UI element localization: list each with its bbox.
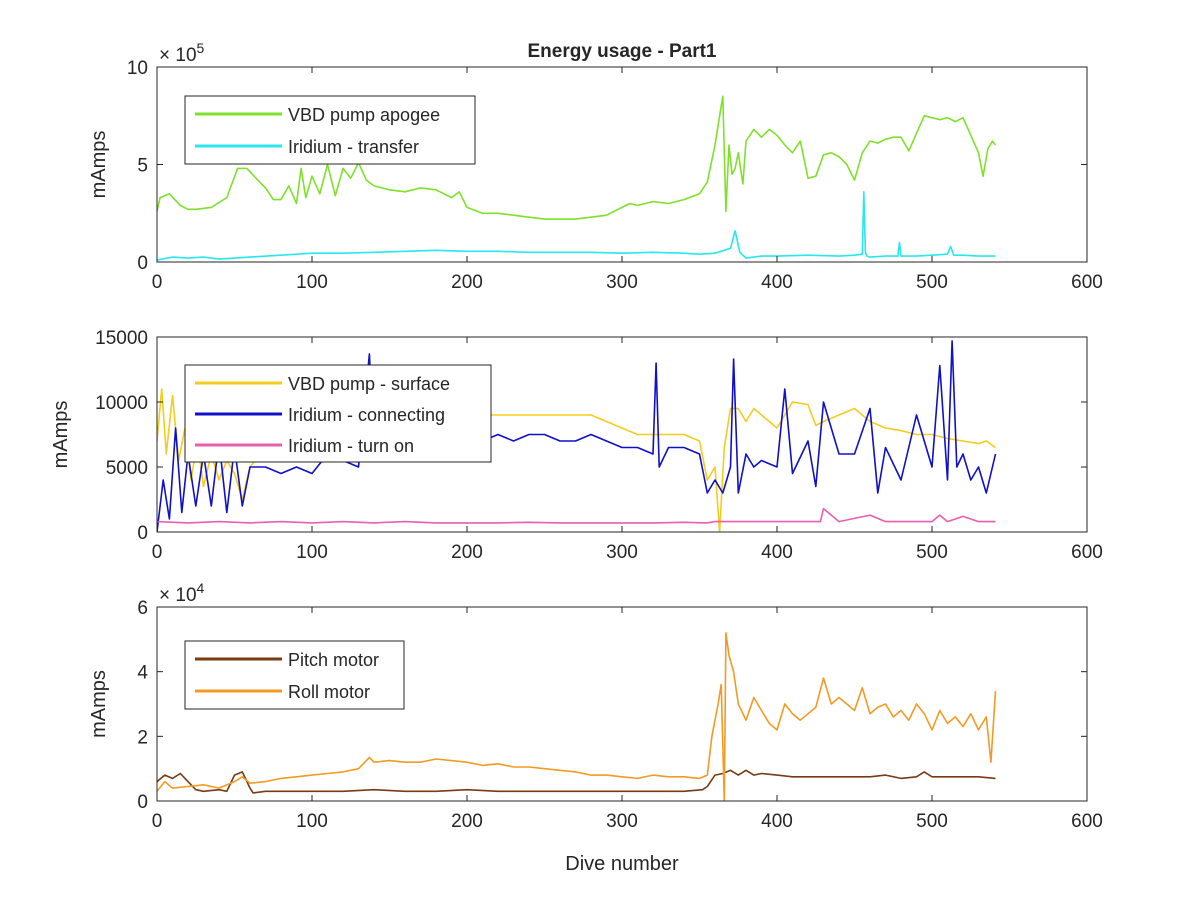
series-line-iridium-connecting xyxy=(157,340,997,532)
x-tick-label: 100 xyxy=(296,811,328,832)
legend-box xyxy=(184,640,405,710)
legend-entry: VBD pump - surface xyxy=(288,374,450,394)
subplot-2: 0 100 200 300 400 500 600 0 5000 10000 15000 mAmps V… xyxy=(50,328,1103,563)
series-line-pitch-motor xyxy=(157,769,996,794)
y-tick-label: 15000 xyxy=(95,328,148,349)
x-tick-label: 200 xyxy=(451,542,483,563)
legend-entry: Iridium - connecting xyxy=(288,405,445,425)
x-tick-label: 0 xyxy=(152,542,163,563)
x-tick-label: 400 xyxy=(761,272,793,293)
y-tick-label: 5000 xyxy=(106,458,148,479)
series-line-vbd-pump-surface xyxy=(157,388,996,532)
legend-entry: Iridium - turn on xyxy=(288,436,414,456)
y-tick-label: 5 xyxy=(137,156,148,177)
y-tick-label: 4 xyxy=(137,663,148,684)
x-tick-label: 0 xyxy=(152,811,163,832)
y-tick-label: 0 xyxy=(137,792,148,813)
series-line-iridium-turn-on xyxy=(157,507,996,524)
x-tick-label: 500 xyxy=(916,272,948,293)
legend-entry: Pitch motor xyxy=(288,650,379,670)
figure-title: Energy usage - Part1 xyxy=(527,41,716,62)
x-tick-label: 300 xyxy=(606,272,638,293)
y-tick-label: 6 xyxy=(137,598,148,619)
x-tick-label: 500 xyxy=(916,811,948,832)
series-lines xyxy=(157,632,997,801)
x-tick-label: 300 xyxy=(606,542,638,563)
x-tick-label: 0 xyxy=(152,272,163,293)
x-tick-label: 500 xyxy=(916,542,948,563)
x-tick-label: 600 xyxy=(1071,811,1103,832)
legend: VBD pump - surface Iridium - connecting Ir… xyxy=(184,364,492,463)
x-tick-label: 600 xyxy=(1071,272,1103,293)
y-tick-label: 0 xyxy=(137,523,148,544)
legend: VBD pump apogee Iridium - transfer xyxy=(184,95,476,165)
y-tick-label: 10000 xyxy=(95,393,148,414)
y-exponent-label: × 105 xyxy=(159,40,205,66)
legend-entry: VBD pump apogee xyxy=(288,105,440,125)
x-tick-label: 100 xyxy=(296,542,328,563)
series-lines xyxy=(157,95,997,261)
x-tick-label: 100 xyxy=(296,272,328,293)
y-axis-label: mAmps xyxy=(88,670,110,738)
x-tick-label: 400 xyxy=(761,542,793,563)
x-tick-label: 200 xyxy=(451,272,483,293)
legend-box xyxy=(184,95,476,165)
legend: Pitch motor Roll motor xyxy=(184,640,405,710)
series-line-vbd-pump-apogee xyxy=(157,95,997,220)
series-line-roll-motor xyxy=(157,632,997,801)
x-tick-label: 200 xyxy=(451,811,483,832)
subplot-1: 0 100 200 300 400 500 600 0 5 10 × 105 mAmps VBD pum… xyxy=(88,40,1103,293)
x-axis-label: Dive number xyxy=(565,853,679,875)
y-axis-label: mAmps xyxy=(50,401,72,469)
subplot-3: 0 100 200 300 400 500 600 0 2 4 6 × 104 mAmps Dive nu… xyxy=(88,580,1103,875)
y-tick-label: 10 xyxy=(127,58,148,79)
legend-entry: Roll motor xyxy=(288,682,370,702)
x-tick-label: 600 xyxy=(1071,542,1103,563)
y-tick-label: 2 xyxy=(137,727,148,748)
y-axis-label: mAmps xyxy=(88,131,110,199)
series-line-iridium-transfer xyxy=(157,191,996,261)
series-lines xyxy=(157,340,997,532)
y-exponent-label: × 104 xyxy=(159,580,205,606)
x-tick-label: 300 xyxy=(606,811,638,832)
x-tick-label: 400 xyxy=(761,811,793,832)
legend-entry: Iridium - transfer xyxy=(288,137,419,157)
y-tick-label: 0 xyxy=(137,253,148,274)
